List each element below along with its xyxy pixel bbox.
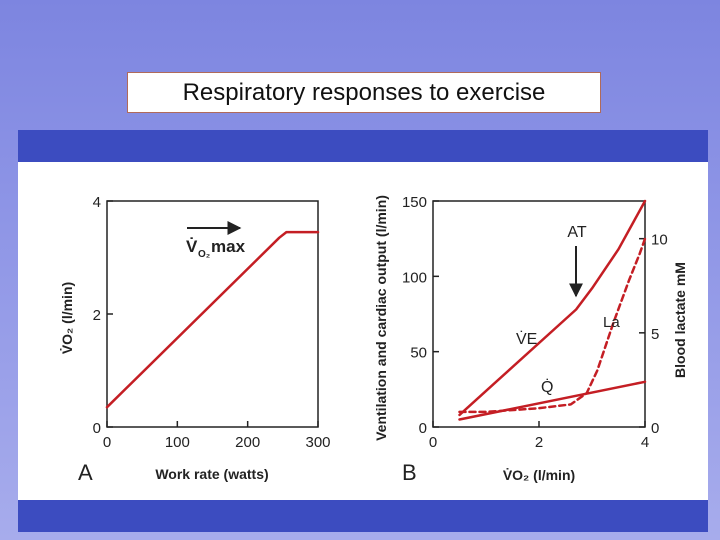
chart-b-x-tick-label-0: 0 bbox=[429, 434, 437, 451]
chart-b-y-ticks: 0 50 100 150 bbox=[402, 194, 439, 437]
chart-b-x-label: V̇O₂ (l/min) bbox=[503, 467, 575, 483]
chart-a-x-ticks: 0 100 200 300 bbox=[103, 421, 331, 451]
chart-b-y-tick-label-2: 100 bbox=[402, 269, 427, 286]
chart-a-y-tick-label-1: 2 bbox=[93, 307, 101, 324]
chart-b-label-la: La bbox=[603, 314, 620, 331]
chart-b-series-la bbox=[458, 237, 647, 414]
chart-b-panel-letter: B bbox=[402, 460, 417, 485]
chart-b-x-tick-label-2: 4 bbox=[641, 434, 649, 451]
chart-b-x-tick-label-1: 2 bbox=[535, 434, 543, 451]
chart-b-label-q: Q̇ bbox=[541, 378, 553, 396]
chart-a-annotation-sub: O₂ bbox=[198, 249, 210, 260]
chart-a-y-label: V̇O₂ (l/min) bbox=[59, 282, 75, 354]
chart-a-series-vo2 bbox=[105, 230, 320, 409]
chart-a-annotation-main: V̇ bbox=[186, 237, 198, 256]
chart-b-series-ve bbox=[458, 199, 647, 417]
chart-a-series bbox=[105, 230, 320, 409]
chart-b-y-tick-label-0: 0 bbox=[419, 420, 427, 437]
chart-b-y-tick-label-1: 50 bbox=[410, 345, 427, 362]
chart-a-panel-letter: A bbox=[78, 460, 93, 485]
panel-band-bottom bbox=[18, 500, 708, 532]
chart-a-x-tick-label-1: 100 bbox=[165, 434, 190, 451]
chart-b-y-right-tick-label-0: 0 bbox=[651, 420, 659, 437]
chart-a: 0 2 4 0 100 200 300 V̇ O₂ max V̇O₂ (l/min) Wo… bbox=[59, 194, 331, 485]
chart-b-series-q bbox=[458, 380, 647, 421]
panel-band-top bbox=[18, 130, 708, 162]
chart-a-x-label: Work rate (watts) bbox=[155, 466, 268, 482]
slide-title: Respiratory responses to exercise bbox=[127, 72, 601, 113]
chart-b-y-ticks-right: 0 5 10 bbox=[639, 232, 668, 437]
chart-b-x-ticks: 0 2 4 bbox=[429, 421, 649, 451]
chart-b-y-label-right: Blood lactate mM bbox=[672, 262, 688, 378]
chart-a-y-tick-label-0: 0 bbox=[93, 420, 101, 437]
figure-panel bbox=[18, 162, 708, 500]
chart-b-y-tick-label-3: 150 bbox=[402, 194, 427, 211]
chart-b-y-right-tick-label-1: 5 bbox=[651, 326, 659, 343]
chart-b-y-label: Ventilation and cardiac output (l/min) bbox=[373, 195, 389, 441]
chart-a-y-ticks: 0 2 4 bbox=[93, 194, 113, 437]
chart-b-y-right-tick-label-2: 10 bbox=[651, 232, 668, 249]
chart-b: 0 50 100 150 0 5 10 0 2 4 AT V̇E Q̇ La Ventilat… bbox=[373, 194, 688, 485]
chart-a-annotation-tail: max bbox=[211, 237, 246, 256]
chart-a-x-tick-label-0: 0 bbox=[103, 434, 111, 451]
chart-a-y-tick-label-2: 4 bbox=[93, 194, 101, 211]
chart-b-label-ve: V̇E bbox=[516, 330, 537, 348]
chart-b-series bbox=[458, 199, 647, 421]
chart-a-x-tick-label-3: 300 bbox=[305, 434, 330, 451]
chart-a-frame bbox=[106, 200, 319, 428]
chart-b-annotation-at: AT bbox=[567, 224, 586, 241]
chart-a-x-tick-label-2: 200 bbox=[235, 434, 260, 451]
